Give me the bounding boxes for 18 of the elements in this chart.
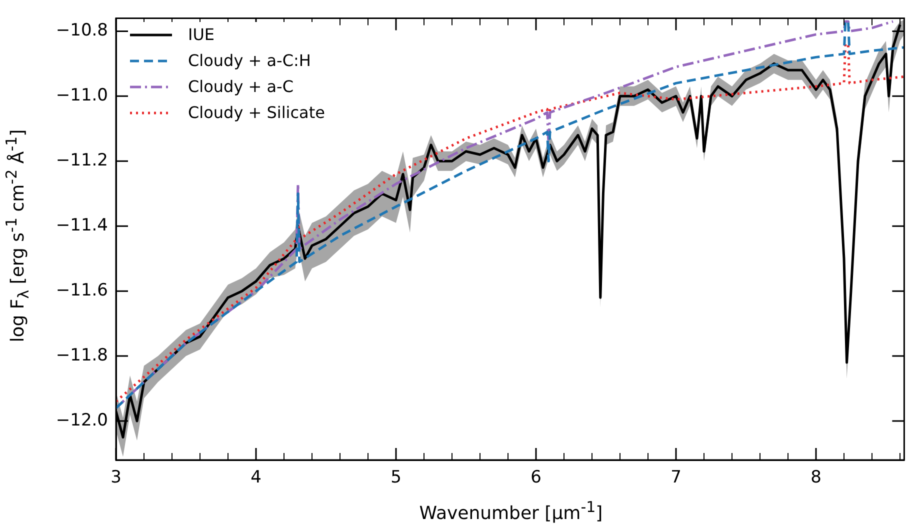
y-tick-label: −11.0 — [56, 86, 108, 106]
x-tick-label: 7 — [670, 468, 682, 488]
legend-label: Cloudy + Silicate — [188, 102, 325, 124]
y-tick-label: −11.2 — [56, 150, 108, 171]
x-axis-title: Wavenumber [μm$^{-1}$] — [418, 498, 604, 524]
y-tick-label: −12.0 — [56, 410, 108, 430]
y-tick-label: −11.4 — [56, 216, 108, 236]
legend-label: Cloudy + a-C — [188, 76, 294, 98]
x-tick-label: 5 — [390, 468, 402, 488]
legend-label: Cloudy + a-C:H — [188, 50, 311, 72]
y-tick-label: −11.6 — [56, 280, 108, 300]
x-tick-label: 8 — [810, 468, 822, 488]
legend-label: IUE — [188, 24, 215, 46]
y-tick-label: −11.8 — [56, 345, 108, 366]
x-tick-label: 4 — [250, 468, 262, 488]
x-tick-label: 6 — [530, 468, 542, 488]
y-tick-label: −10.8 — [56, 20, 108, 41]
x-tick-label: 3 — [110, 468, 122, 488]
